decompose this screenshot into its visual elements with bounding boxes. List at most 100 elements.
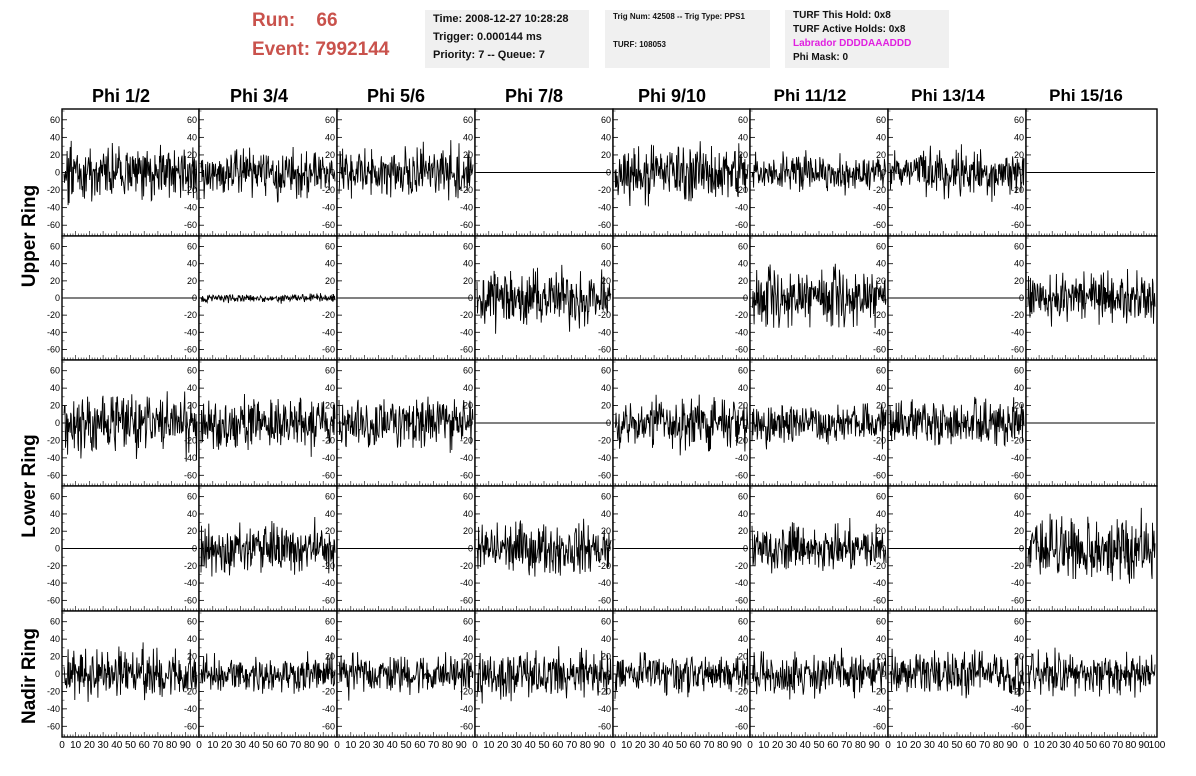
- x-tick-label: 50: [125, 740, 137, 751]
- labrador-text: Labrador DDDDAAADDD: [793, 38, 912, 49]
- waveform-panel: -60 -40 -20 0 20 40 60: [184, 235, 338, 361]
- y-tick-label: 40: [50, 259, 60, 269]
- y-tick-label: -60: [873, 470, 886, 480]
- waveform-panel: -60 -40 -20 0 20 40 60: [873, 235, 1027, 361]
- x-tick-label: 80: [304, 740, 316, 751]
- waveform-trace: [200, 516, 336, 577]
- x-tick-label: 90: [1138, 740, 1150, 751]
- waveform-panel: -60 -40 -20 0 20 40 60: [322, 235, 476, 361]
- waveform-panel: -60 -40 -20 0 20 40 60: [873, 610, 1027, 738]
- y-tick-label: 0: [468, 544, 473, 554]
- y-tick-label: 0: [606, 544, 611, 554]
- waveform-panel: -60 -40 -20 0 20 40 60: [598, 108, 751, 237]
- y-tick-label: -60: [735, 470, 748, 480]
- x-tick-label: 40: [387, 740, 399, 751]
- x-tick-label: 0: [59, 740, 65, 751]
- waveform-panel: -60 -40 -20 0 20 40 60: [184, 485, 338, 612]
- phi-header-3-4: Phi 3/4: [229, 86, 289, 106]
- y-tick-label: 20: [1014, 401, 1024, 411]
- y-tick-label: 40: [1014, 634, 1024, 644]
- y-tick-label: 60: [325, 366, 335, 376]
- y-tick-label: -40: [873, 453, 886, 463]
- event-value: 7992144: [315, 39, 390, 60]
- event-label: Event: 7992144: [252, 39, 390, 60]
- y-tick-label: -60: [873, 344, 886, 354]
- y-tick-label: -20: [460, 435, 473, 445]
- y-tick-label: 20: [876, 401, 886, 411]
- y-tick-label: -20: [1011, 561, 1024, 571]
- y-tick-label: 40: [876, 383, 886, 393]
- y-tick-label: 40: [463, 259, 473, 269]
- y-tick-label: -20: [873, 686, 886, 696]
- x-tick-label: 70: [1112, 740, 1124, 751]
- y-tick-label: -40: [47, 704, 60, 714]
- turf-number-text: TURF: 108053: [613, 40, 666, 49]
- y-tick-label: -40: [184, 327, 197, 337]
- y-tick-label: -60: [322, 721, 335, 731]
- y-tick-label: -40: [735, 704, 748, 714]
- waveform-trace: [889, 144, 1025, 202]
- y-tick-label: -40: [460, 203, 473, 213]
- x-tick-label: 0: [610, 740, 616, 751]
- y-tick-label: -60: [460, 470, 473, 480]
- y-tick-label: -40: [322, 578, 335, 588]
- y-tick-label: 40: [50, 132, 60, 142]
- y-tick-label: -20: [598, 561, 611, 571]
- waveform-trace: [200, 293, 336, 304]
- y-tick-label: 0: [468, 168, 473, 178]
- y-tick-label: 0: [330, 544, 335, 554]
- y-tick-label: 0: [881, 168, 886, 178]
- y-tick-label: 0: [1019, 544, 1024, 554]
- y-tick-label: 20: [50, 401, 60, 411]
- y-tick-label: -40: [735, 578, 748, 588]
- y-tick-label: -60: [184, 595, 197, 605]
- y-tick-label: 40: [876, 259, 886, 269]
- x-tick-label: 10: [1034, 740, 1046, 751]
- y-tick-label: -40: [460, 453, 473, 463]
- y-tick-label: 60: [325, 492, 335, 502]
- y-tick-label: -20: [598, 185, 611, 195]
- y-tick-label: 0: [743, 669, 748, 679]
- y-tick-label: 20: [738, 652, 748, 662]
- y-tick-label: -60: [47, 470, 60, 480]
- x-tick-label: 0: [472, 740, 478, 751]
- y-tick-label: -20: [1011, 435, 1024, 445]
- waveform-trace: [614, 648, 749, 699]
- y-tick-label: 40: [1014, 132, 1024, 142]
- y-tick-label: 60: [738, 617, 748, 627]
- x-tick-label: 70: [703, 740, 715, 751]
- y-tick-label: 40: [50, 634, 60, 644]
- y-tick-label: 20: [876, 526, 886, 536]
- y-tick-label: 0: [330, 669, 335, 679]
- y-tick-label: -60: [735, 220, 748, 230]
- y-tick-label: -60: [47, 721, 60, 731]
- y-tick-label: 20: [325, 150, 335, 160]
- y-tick-label: 20: [325, 526, 335, 536]
- y-tick-label: -40: [184, 704, 197, 714]
- waveform-panel: -60 -40 -20 0 20 40 60: [322, 485, 476, 612]
- y-tick-label: -60: [735, 344, 748, 354]
- waveform-panel: -60 -40 -20 0 20 40 60: [735, 108, 889, 237]
- y-tick-label: -20: [1011, 185, 1024, 195]
- y-tick-label: -20: [47, 435, 60, 445]
- y-tick-label: -40: [47, 578, 60, 588]
- x-tick-label: 40: [525, 740, 537, 751]
- phi-mask-text: Phi Mask: 0: [793, 52, 849, 63]
- y-tick-label: 20: [876, 150, 886, 160]
- y-tick-label: 0: [330, 168, 335, 178]
- y-tick-label: -20: [873, 310, 886, 320]
- y-tick-label: -60: [873, 595, 886, 605]
- x-tick-label: 100: [1149, 740, 1166, 751]
- waveform-panel: -60 -40 -20 0 20 40 60: [598, 235, 751, 361]
- x-tick-label: 90: [180, 740, 192, 751]
- turf-info-box: TURF This Hold: 0x8 TURF Active Holds: 0…: [785, 10, 949, 68]
- y-tick-label: -40: [1011, 203, 1024, 213]
- phi-header-5-6: Phi 5/6: [366, 86, 426, 106]
- y-tick-label: 60: [187, 492, 197, 502]
- y-tick-label: 40: [463, 132, 473, 142]
- y-tick-label: -60: [460, 220, 473, 230]
- x-tick-label: 90: [456, 740, 468, 751]
- waveform-panel: -60 -40 -20 0 20 40 60: [1011, 235, 1158, 361]
- run-label: Run: 66: [252, 10, 338, 31]
